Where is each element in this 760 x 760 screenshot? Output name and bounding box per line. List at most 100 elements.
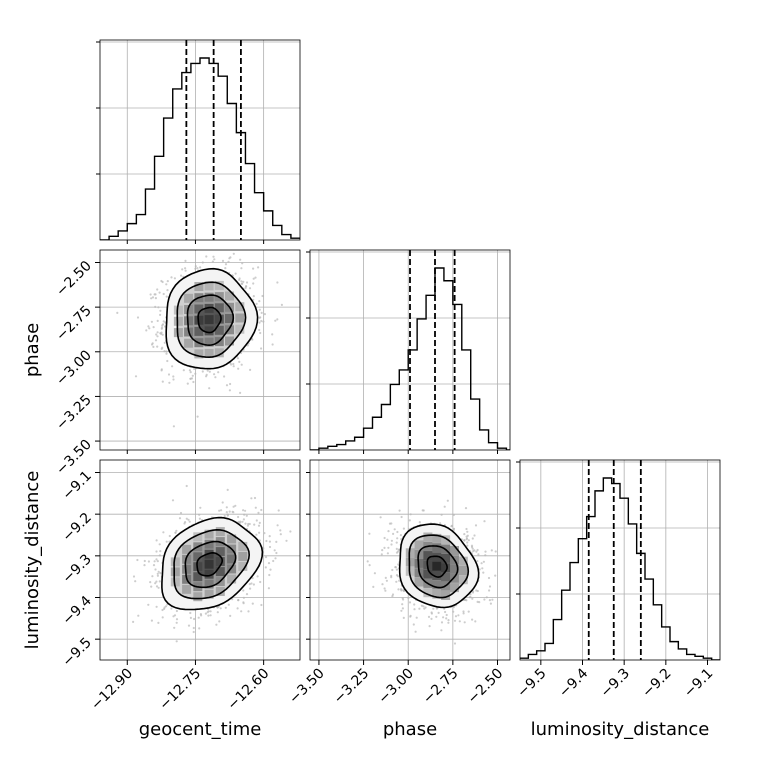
- contour-line: [173, 528, 251, 600]
- sample-point: [390, 539, 393, 542]
- sample-point: [161, 380, 164, 383]
- sample-point: [481, 567, 484, 570]
- sample-point: [452, 610, 455, 613]
- y-tick-label: −3.50: [53, 437, 95, 479]
- sample-point: [408, 601, 412, 604]
- histogram-panel-geocent_time: [96, 39, 301, 241]
- sample-point: [478, 568, 481, 571]
- sample-point: [469, 593, 472, 596]
- sample-point: [229, 382, 232, 386]
- sample-point: [396, 537, 399, 540]
- density-cell: [204, 579, 214, 589]
- sample-point: [145, 329, 148, 332]
- sample-point: [234, 504, 237, 507]
- sample-point: [249, 368, 252, 371]
- density-cell: [214, 348, 224, 358]
- sample-point: [386, 538, 389, 541]
- sample-point: [160, 347, 163, 350]
- sample-point: [387, 546, 390, 549]
- sample-point: [199, 613, 202, 616]
- sample-point: [150, 619, 153, 622]
- sample-point: [474, 524, 478, 527]
- sample-point: [244, 522, 247, 525]
- x-axis-label-geocent_time: geocent_time: [139, 719, 262, 740]
- sample-point: [236, 357, 240, 360]
- sample-point: [468, 596, 471, 599]
- sample-point: [262, 547, 265, 550]
- sample-point: [415, 616, 418, 619]
- sample-point: [157, 306, 160, 309]
- sample-point: [402, 527, 405, 530]
- sample-point: [476, 589, 479, 593]
- x-axis-label-luminosity_distance: luminosity_distance: [531, 719, 710, 740]
- sample-point: [136, 558, 139, 562]
- density-cell: [170, 557, 180, 567]
- panel-frame: [99, 249, 301, 451]
- y-tick-label: −3.00: [53, 347, 95, 389]
- sample-point: [381, 549, 384, 552]
- sample-point: [395, 547, 398, 551]
- density-cell: [432, 580, 442, 590]
- sample-point: [187, 624, 191, 627]
- sample-point: [196, 415, 199, 418]
- sample-point: [465, 538, 468, 541]
- sample-point: [260, 347, 263, 350]
- sample-point: [476, 548, 479, 552]
- sample-point: [157, 570, 160, 573]
- sample-point: [253, 496, 257, 500]
- sample-point: [238, 277, 241, 280]
- sample-point: [228, 389, 231, 392]
- sample-point: [476, 560, 479, 563]
- sample-point: [268, 535, 271, 538]
- sample-point: [182, 369, 185, 372]
- density-cell: [441, 553, 451, 563]
- sample-point: [184, 267, 187, 270]
- sample-point: [255, 519, 258, 522]
- sample-point: [246, 344, 249, 347]
- sample-point: [402, 598, 405, 601]
- sample-point: [484, 554, 487, 557]
- density-cell: [204, 337, 214, 347]
- x-tick-label: −12.90: [88, 666, 136, 714]
- density-cell: [238, 551, 248, 561]
- density-cell: [458, 566, 468, 575]
- sample-point: [409, 614, 412, 617]
- sample-point: [400, 515, 403, 519]
- sample-point: [463, 539, 466, 542]
- scatter-panel-phase-vs-luminosity_distance: [309, 459, 511, 661]
- sample-point: [198, 517, 201, 520]
- sample-point: [134, 580, 137, 583]
- sample-point: [196, 267, 199, 270]
- sample-point: [214, 376, 217, 379]
- sample-point: [258, 300, 261, 303]
- sample-point: [158, 291, 161, 294]
- density-cell: [441, 563, 451, 573]
- sample-point: [179, 511, 183, 515]
- sample-point: [472, 550, 475, 553]
- sample-point: [396, 575, 399, 578]
- sample-point: [156, 319, 159, 322]
- sample-point: [237, 599, 240, 602]
- sample-point: [489, 602, 492, 605]
- sample-point: [413, 608, 416, 611]
- sample-point: [215, 623, 218, 626]
- sample-point: [401, 607, 404, 610]
- sample-point: [464, 507, 468, 510]
- sample-point: [390, 543, 393, 546]
- density-cell: [193, 592, 203, 602]
- sample-point: [227, 603, 230, 606]
- sample-point: [192, 380, 195, 384]
- sample-point: [474, 620, 477, 623]
- sample-point: [143, 559, 146, 563]
- sample-point: [175, 609, 178, 613]
- sample-point: [156, 560, 159, 563]
- sample-point: [154, 568, 157, 571]
- panel-frame: [99, 39, 301, 241]
- sample-point: [167, 373, 171, 376]
- sample-point: [242, 589, 245, 592]
- sample-point: [432, 607, 435, 610]
- sample-point: [271, 333, 274, 336]
- sample-point: [463, 621, 466, 624]
- sample-point: [394, 566, 397, 569]
- sample-point: [155, 558, 158, 561]
